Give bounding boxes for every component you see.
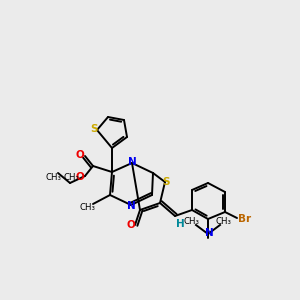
- Text: O: O: [127, 220, 135, 230]
- Text: CH₂: CH₂: [63, 172, 79, 182]
- Text: O: O: [76, 150, 84, 160]
- Text: S: S: [162, 177, 170, 187]
- Text: Br: Br: [238, 214, 252, 224]
- Text: CH₃: CH₃: [45, 173, 61, 182]
- Text: N: N: [128, 157, 136, 167]
- Text: H: H: [176, 219, 184, 229]
- Text: CH₃: CH₃: [80, 203, 96, 212]
- Text: N: N: [127, 201, 135, 211]
- Text: CH₃: CH₃: [216, 218, 232, 226]
- Text: O: O: [76, 172, 84, 182]
- Text: N: N: [205, 228, 213, 238]
- Text: CH₃: CH₃: [184, 218, 200, 226]
- Text: S: S: [90, 124, 98, 134]
